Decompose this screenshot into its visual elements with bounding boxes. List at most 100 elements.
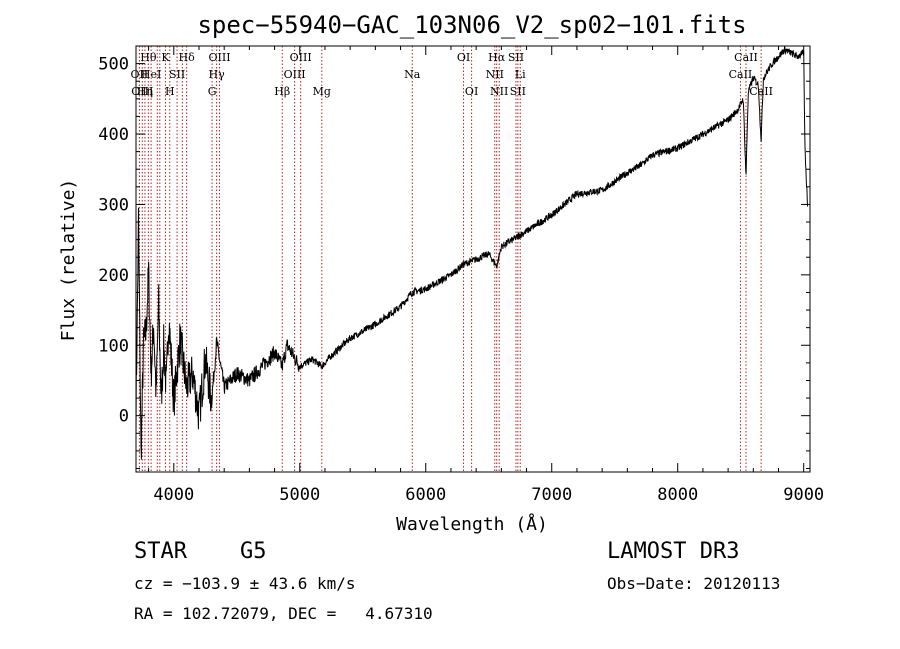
data-point-47 bbox=[576, 193, 577, 194]
data-point-17 bbox=[186, 387, 187, 388]
data-point-28 bbox=[282, 366, 283, 367]
data-point-12 bbox=[166, 387, 167, 388]
data-point-52 bbox=[677, 148, 678, 149]
data-point-34 bbox=[350, 338, 351, 339]
redshift-velocity: cz = −103.9 ± 43.6 km/s bbox=[134, 574, 356, 593]
spectral-line-label-28: CaII bbox=[729, 68, 753, 81]
data-point-8 bbox=[156, 394, 157, 395]
data-point-7 bbox=[153, 324, 154, 325]
y-tick-label: 200 bbox=[98, 266, 129, 286]
y-tick-label: 0 bbox=[119, 407, 129, 427]
x-tick-label: 8000 bbox=[657, 485, 698, 505]
data-point-48 bbox=[602, 190, 603, 191]
spectral-line-label-3: Hθ bbox=[140, 51, 157, 64]
spectral-line-label-11: Hδ bbox=[179, 51, 196, 64]
y-tick-label: 100 bbox=[98, 336, 129, 356]
data-point-10 bbox=[161, 401, 162, 402]
spectral-line-label-9: SII bbox=[169, 68, 185, 81]
data-point-59 bbox=[753, 77, 754, 78]
data-point-56 bbox=[743, 98, 744, 99]
spectral-line-label-12: G bbox=[208, 85, 217, 98]
data-point-30 bbox=[299, 366, 300, 367]
spectral-line-label-13: Hγ bbox=[209, 68, 226, 81]
observation-date: Obs−Date: 20120113 bbox=[607, 574, 781, 593]
spectral-line-label-15: Hβ bbox=[274, 85, 290, 98]
data-point-63 bbox=[772, 63, 773, 64]
data-point-54 bbox=[728, 119, 729, 120]
ra-dec-coordinates: RA = 102.72079, DEC = 4.67310 bbox=[134, 604, 433, 623]
data-point-5 bbox=[148, 271, 149, 272]
x-tick-label: 7000 bbox=[531, 485, 572, 505]
data-point-46 bbox=[551, 214, 552, 215]
spectral-line-label-19: Na bbox=[404, 68, 421, 81]
data-point-44 bbox=[501, 246, 502, 247]
data-point-62 bbox=[763, 77, 764, 78]
data-point-15 bbox=[173, 401, 174, 402]
data-point-43 bbox=[496, 266, 497, 267]
spectral-line-label-20: OI bbox=[457, 51, 470, 64]
data-point-37 bbox=[411, 292, 412, 293]
series-flux-line bbox=[135, 46, 808, 460]
data-point-42 bbox=[488, 253, 489, 254]
data-point-27 bbox=[274, 352, 275, 353]
object-subclass: G5 bbox=[240, 539, 267, 564]
spectral-line-label-22: NII bbox=[486, 68, 504, 81]
data-point-19 bbox=[198, 415, 199, 416]
data-point-29 bbox=[287, 345, 288, 346]
data-point-49 bbox=[627, 172, 628, 173]
y-tick-label: 300 bbox=[98, 195, 129, 215]
data-point-61 bbox=[761, 141, 762, 142]
data-point-26 bbox=[261, 366, 262, 367]
spectral-line-label-25: SII bbox=[508, 51, 524, 64]
data-point-64 bbox=[784, 49, 785, 50]
data-point-38 bbox=[425, 288, 426, 289]
data-point-14 bbox=[171, 359, 172, 360]
data-point-33 bbox=[331, 355, 332, 356]
spectral-line-label-1: OIII bbox=[131, 85, 153, 98]
chart-title: spec−55940−GAC_103N06_V2_sp02−101.fits bbox=[197, 11, 746, 39]
data-point-21 bbox=[211, 401, 212, 402]
spectral-line-label-0: OII bbox=[131, 68, 149, 81]
spectral-line-label-14: OIII bbox=[208, 51, 230, 64]
spectral-line-label-17: OIII bbox=[290, 51, 312, 64]
spectral-line-label-16: OIII bbox=[284, 68, 306, 81]
spectral-line-label-21: OI bbox=[465, 85, 478, 98]
data-point-40 bbox=[463, 264, 464, 265]
spectral-line-label-26: SII bbox=[510, 85, 526, 98]
data-point-31 bbox=[312, 359, 313, 360]
data-point-41 bbox=[476, 259, 477, 260]
object-class: STAR bbox=[134, 539, 187, 564]
spectral-line-label-4: HeI bbox=[141, 68, 161, 81]
spectral-line-label-27: Li bbox=[515, 68, 526, 81]
spectral-line-label-18: Mg bbox=[313, 85, 331, 98]
data-point-6 bbox=[151, 373, 152, 374]
x-tick-label: 9000 bbox=[783, 485, 824, 505]
x-tick-label: 4000 bbox=[153, 485, 194, 505]
data-point-13 bbox=[168, 317, 169, 318]
data-point-67 bbox=[804, 148, 805, 149]
survey-name: LAMOST DR3 bbox=[607, 539, 740, 564]
x-axis-label: Wavelength (Å) bbox=[396, 513, 548, 535]
spectral-line-label-8: H bbox=[165, 85, 175, 98]
data-point-58 bbox=[748, 91, 749, 92]
spectral-line-markers bbox=[138, 46, 762, 472]
data-point-25 bbox=[249, 380, 250, 381]
spectral-line-label-30: CaII bbox=[749, 85, 773, 98]
data-point-16 bbox=[180, 338, 181, 339]
data-point-57 bbox=[746, 176, 747, 177]
y-tick-label: 400 bbox=[98, 125, 129, 145]
y-tick-label: 500 bbox=[98, 55, 129, 75]
spectral-line-labels: OIIOIIIHηHθHeIKHSIIHδGHγOIIIHβOIIIOIIIMg… bbox=[131, 51, 773, 98]
spectral-line-label-23: Hα bbox=[488, 51, 506, 64]
series-layer bbox=[135, 46, 808, 460]
data-point-24 bbox=[236, 373, 237, 374]
data-point-1 bbox=[138, 218, 139, 219]
data-point-65 bbox=[797, 56, 798, 57]
data-point-35 bbox=[375, 324, 376, 325]
spectral-line-label-29: CaII bbox=[734, 51, 758, 64]
data-point-60 bbox=[758, 84, 759, 85]
spectral-line-label-2: Hη bbox=[137, 85, 153, 98]
data-point-50 bbox=[639, 165, 640, 166]
plot-frame bbox=[135, 45, 811, 473]
data-point-36 bbox=[400, 306, 401, 307]
